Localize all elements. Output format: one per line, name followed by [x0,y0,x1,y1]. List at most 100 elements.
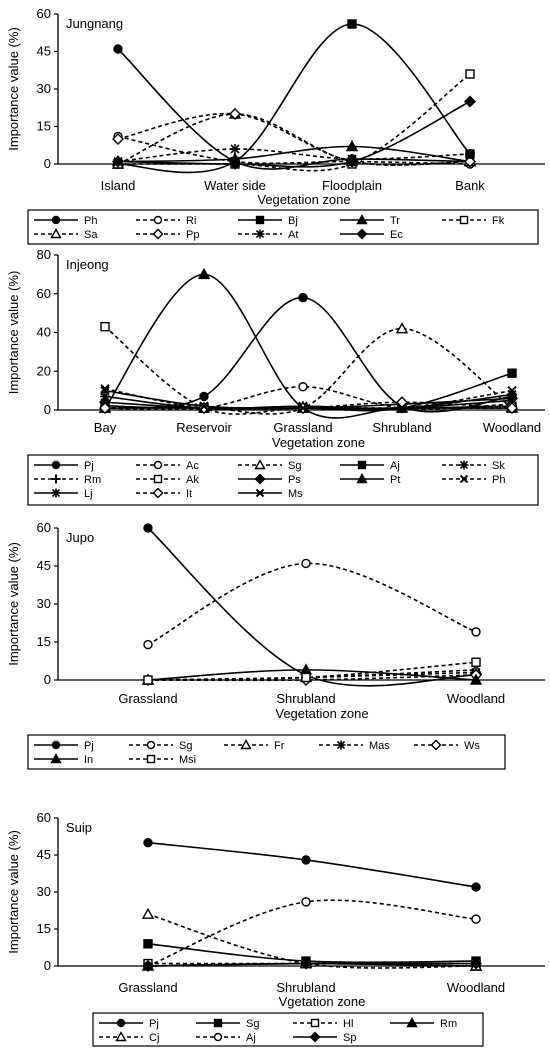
y-tick-label: 0 [44,402,51,417]
series-Pt [98,267,519,419]
legend-label: Cj [149,1032,159,1044]
series-line [117,148,471,163]
legend-marker [51,460,61,470]
legend-entry: Fr [224,739,285,752]
legend-marker [255,229,265,239]
data-point [506,402,518,415]
legend-marker [356,473,368,484]
data-point [465,149,475,159]
data-point [143,523,153,533]
data-point [298,403,308,413]
data-point [301,672,311,683]
legend-entry: Pj [34,460,94,472]
legend-label: Pj [84,740,94,752]
data-point [471,914,481,924]
series-line [117,145,471,163]
legend-label: Msi [179,754,196,766]
data-point [471,657,481,667]
legend-entry: Tr [340,214,400,227]
data-point [142,960,154,972]
data-point [143,837,153,848]
legend-entry: Sa [34,228,98,241]
legend-label: Sg [288,460,301,472]
legend-entry: Rm [34,474,101,486]
x-axis-title: Vegetation zone [272,435,365,450]
series-Aj [143,897,481,971]
data-point [112,133,124,145]
legend-marker [336,740,346,750]
panel-0: 0 15 30 45 60 Island Water side Floodplain Bank V… [6,6,545,245]
legend-marker [406,1017,418,1028]
data-point [301,897,311,907]
data-point [300,957,312,970]
x-tick-label: Shrubland [276,691,335,706]
series-Ph [113,44,475,170]
x-tick-label: Shrubland [276,980,335,995]
legend-label: Sg [246,1018,259,1030]
legend-label: Fk [492,215,505,227]
y-tick-label: 20 [37,363,51,378]
series-line [117,135,471,165]
legend: Pj Sg Fr Mas Ws In Msi [27,734,506,770]
y-tick-label: 60 [37,286,51,301]
y-tick-label: 40 [37,325,51,340]
y-tick-label: 45 [37,847,51,862]
y-tick-label: 0 [44,156,51,171]
series-Sg [143,558,481,650]
legend-entry: Hl [293,1018,353,1030]
legend-entry: Rm [390,1017,457,1030]
legend-label: Ws [464,740,480,752]
legend-entry: Cj [99,1031,159,1044]
series-Bj [113,19,475,174]
panel-1: 0 20 40 60 80 Bay Reservoir Grassland Shrubland W… [6,247,545,506]
legend-entry: Ac [136,460,199,472]
legend-label: Ec [390,229,403,241]
series-Sp [142,957,482,972]
data-point [230,144,240,154]
legend-entry: In [34,753,93,766]
data-point [100,385,110,396]
legend-label: Sk [492,460,505,472]
data-point [229,158,241,170]
y-axis-title: Importance value (%) [6,830,21,954]
y-tick-label: 15 [37,921,51,936]
data-point [298,292,308,303]
legend-marker [356,228,368,240]
data-point [507,395,517,406]
series-line [117,113,471,166]
y-tick-label: 45 [37,44,51,59]
legend-marker [153,474,163,484]
legend-entry: Aj [196,1032,256,1044]
legend-entry: Ph [34,215,97,227]
legend-entry: Ak [136,474,199,486]
data-point [469,673,483,685]
y-axis-title: Importance value (%) [6,542,21,666]
legend-marker [310,1018,320,1028]
legend-entry: Sk [442,460,505,472]
legend-marker [51,740,61,750]
data-point [298,382,308,392]
data-point [301,558,311,569]
legend-entry: At [238,229,298,241]
x-tick-label: Grassland [118,980,177,995]
series-line [147,943,477,964]
legend-entry: Bj [238,215,298,227]
legend-entry: Pp [136,228,199,241]
series-line [147,913,477,969]
y-tick-label: 45 [37,558,51,573]
x-tick-label: Island [101,178,136,193]
legend-label: Ms [288,488,303,500]
series-Pj [143,837,481,892]
series-line [147,899,477,967]
x-axis-title: Vegetation zone [275,706,368,721]
legend-entry: Sg [196,1018,259,1030]
legend-marker [153,215,163,225]
legend-box [27,209,539,245]
legend-label: Ak [186,474,199,486]
series-line [117,48,471,170]
data-point [199,401,209,411]
y-axis-title: Importance value (%) [6,27,21,151]
series-Ec [112,95,476,170]
legend-label: Pj [149,1018,159,1030]
legend-marker [152,487,164,499]
